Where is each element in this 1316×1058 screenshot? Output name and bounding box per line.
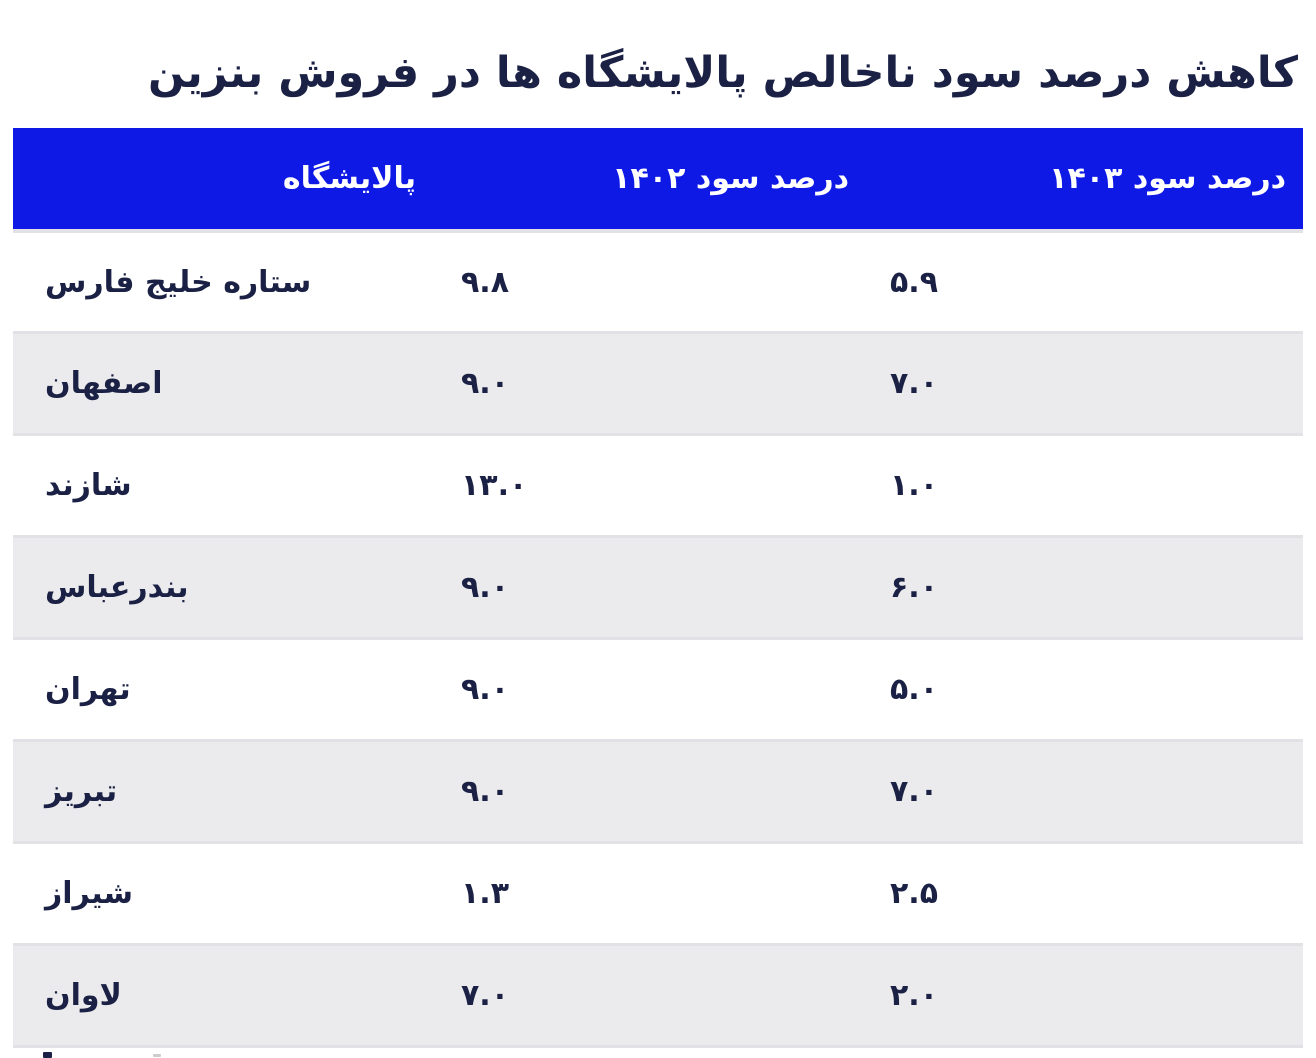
profit-1402-value: ۹.۸: [461, 264, 510, 300]
profit-1402-value: ۹.۰: [461, 570, 510, 605]
profit-1403-value: ۲.۵: [890, 876, 939, 911]
profit-1403-value: ۵.۹: [890, 264, 939, 300]
profit-1403-value: ۱.۰: [890, 468, 939, 503]
profit-1402-value: ۷.۰: [461, 978, 510, 1013]
column-header-profit-1402: درصد سود ۱۴۰۲: [612, 161, 849, 196]
clipped-next-row: [13, 1045, 1303, 1056]
profit-1402-value: ۹.۰: [461, 774, 510, 809]
profit-1402-value: ۹.۰: [461, 366, 510, 401]
column-header-profit-1403: درصد سود ۱۴۰۳: [1049, 161, 1286, 196]
page-title: کاهش درصد سود ناخالص پالایشگاه ها در فرو…: [147, 47, 1298, 98]
profit-table: پالایشگاه درصد سود ۱۴۰۲ درصد سود ۱۴۰۳ ست…: [13, 128, 1303, 1056]
refinery-name: ستاره خلیج فارس: [45, 264, 312, 300]
refinery-name: تهران: [45, 672, 131, 707]
clipped-text-fragment: [153, 1054, 161, 1057]
table-body: ستاره خلیج فارس ۹.۸ ۵.۹ اصفهان ۹.۰ ۷.۰ ش…: [13, 229, 1303, 1045]
profit-1403-value: ۷.۰: [890, 366, 939, 401]
profit-1402-value: ۱۳.۰: [461, 468, 528, 503]
column-header-refinery: پالایشگاه: [282, 161, 416, 196]
table-header-row: پالایشگاه درصد سود ۱۴۰۲ درصد سود ۱۴۰۳: [13, 128, 1303, 229]
table-row: اصفهان ۹.۰ ۷.۰: [13, 331, 1303, 433]
profit-1403-value: ۲.۰: [890, 978, 939, 1013]
profit-1402-value: ۹.۰: [461, 672, 510, 707]
table-row: تبریز ۹.۰ ۷.۰: [13, 739, 1303, 841]
refinery-name: لاوان: [45, 978, 122, 1013]
refinery-name: شازند: [45, 468, 132, 503]
table-row: شیراز ۱.۳ ۲.۵: [13, 841, 1303, 943]
profit-1403-value: ۷.۰: [890, 774, 939, 809]
table-row: بندرعباس ۹.۰ ۶.۰: [13, 535, 1303, 637]
refinery-name: تبریز: [45, 774, 118, 809]
profit-1403-value: ۵.۰: [890, 672, 939, 707]
refinery-name: بندرعباس: [45, 570, 189, 605]
profit-1403-value: ۶.۰: [890, 570, 939, 605]
profit-1402-value: ۱.۳: [461, 876, 510, 911]
table-row: لاوان ۷.۰ ۲.۰: [13, 943, 1303, 1045]
table-row: شازند ۱۳.۰ ۱.۰: [13, 433, 1303, 535]
table-row: تهران ۹.۰ ۵.۰: [13, 637, 1303, 739]
refinery-name: شیراز: [45, 876, 133, 911]
refinery-name: اصفهان: [45, 366, 163, 401]
clipped-text-fragment: [43, 1052, 52, 1058]
table-row: ستاره خلیج فارس ۹.۸ ۵.۹: [13, 229, 1303, 331]
